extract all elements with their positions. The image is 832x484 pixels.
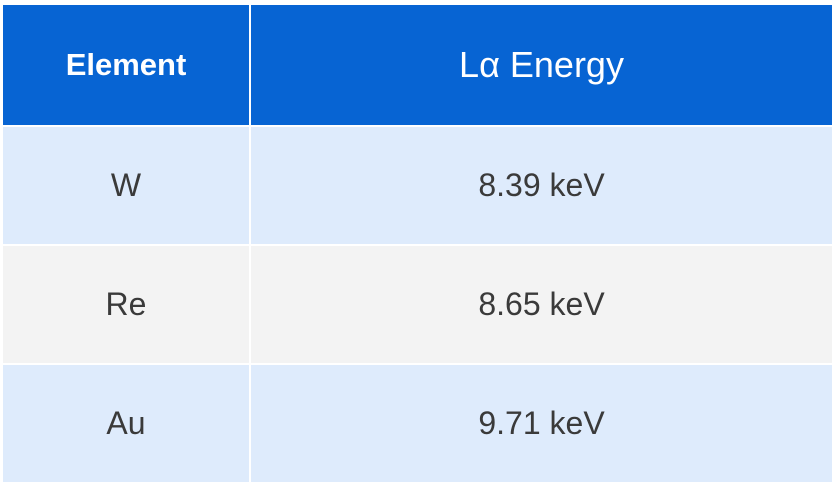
- header-cell: Lα Energy: [251, 5, 832, 125]
- table-cell: Re: [3, 246, 249, 363]
- table-cell: Au: [3, 365, 249, 482]
- table: Element Lα Energy W 8.39 keV Re 8.65 keV Au 9.7…: [3, 5, 832, 482]
- table-cell: 8.39 keV: [251, 127, 832, 244]
- header-cell: Element: [3, 5, 249, 125]
- table-cell: 8.65 keV: [251, 246, 832, 363]
- table-cell: 9.71 keV: [251, 365, 832, 482]
- table-cell: W: [3, 127, 249, 244]
